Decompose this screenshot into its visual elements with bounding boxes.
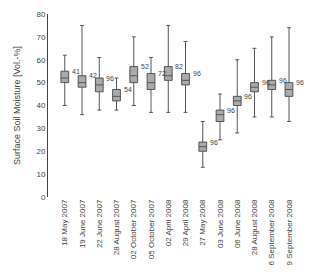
svg-text:70: 70 [36,33,45,42]
svg-text:96: 96 [296,79,304,86]
svg-text:30: 30 [36,124,45,133]
svg-text:03 June 2008: 03 June 2008 [216,199,225,248]
svg-text:9 September 2008: 9 September 2008 [285,199,294,265]
svg-text:28 August 2007: 28 August 2007 [112,199,121,255]
svg-text:42: 42 [89,72,97,79]
svg-text:19 June 2007: 19 June 2007 [78,199,87,248]
svg-text:6 September 2008: 6 September 2008 [267,199,276,265]
svg-text:20: 20 [36,147,45,156]
svg-text:96: 96 [279,77,287,84]
svg-text:28 August 2008: 28 August 2008 [250,199,259,255]
svg-text:82: 82 [175,63,183,70]
svg-text:96: 96 [210,139,218,146]
svg-text:29 April 2008: 29 April 2008 [181,199,190,246]
svg-text:0: 0 [41,193,46,202]
svg-text:10: 10 [36,170,45,179]
svg-text:54: 54 [124,86,132,93]
svg-text:72: 72 [158,70,166,77]
svg-text:Surface Soil Moisture [Vol.-%]: Surface Soil Moisture [Vol.-%] [12,46,22,165]
svg-text:60: 60 [36,56,45,65]
svg-text:18 May 2007: 18 May 2007 [60,199,69,246]
svg-text:96: 96 [193,70,201,77]
svg-text:22 June 2007: 22 June 2007 [95,199,104,248]
svg-text:02 October 2007: 02 October 2007 [129,199,138,259]
svg-text:80: 80 [36,10,45,19]
svg-text:27 May 2008: 27 May 2008 [198,199,207,246]
svg-text:52: 52 [141,63,149,70]
svg-text:96: 96 [106,75,114,82]
svg-text:41: 41 [72,68,80,75]
svg-text:06 June 2008: 06 June 2008 [233,199,242,248]
svg-text:50: 50 [36,78,45,87]
svg-text:96: 96 [244,93,252,100]
svg-text:40: 40 [36,101,45,110]
svg-text:96: 96 [262,79,270,86]
svg-text:05 October 2007: 05 October 2007 [147,199,156,259]
svg-text:02 April 2008: 02 April 2008 [164,199,173,246]
svg-text:96: 96 [227,107,235,114]
